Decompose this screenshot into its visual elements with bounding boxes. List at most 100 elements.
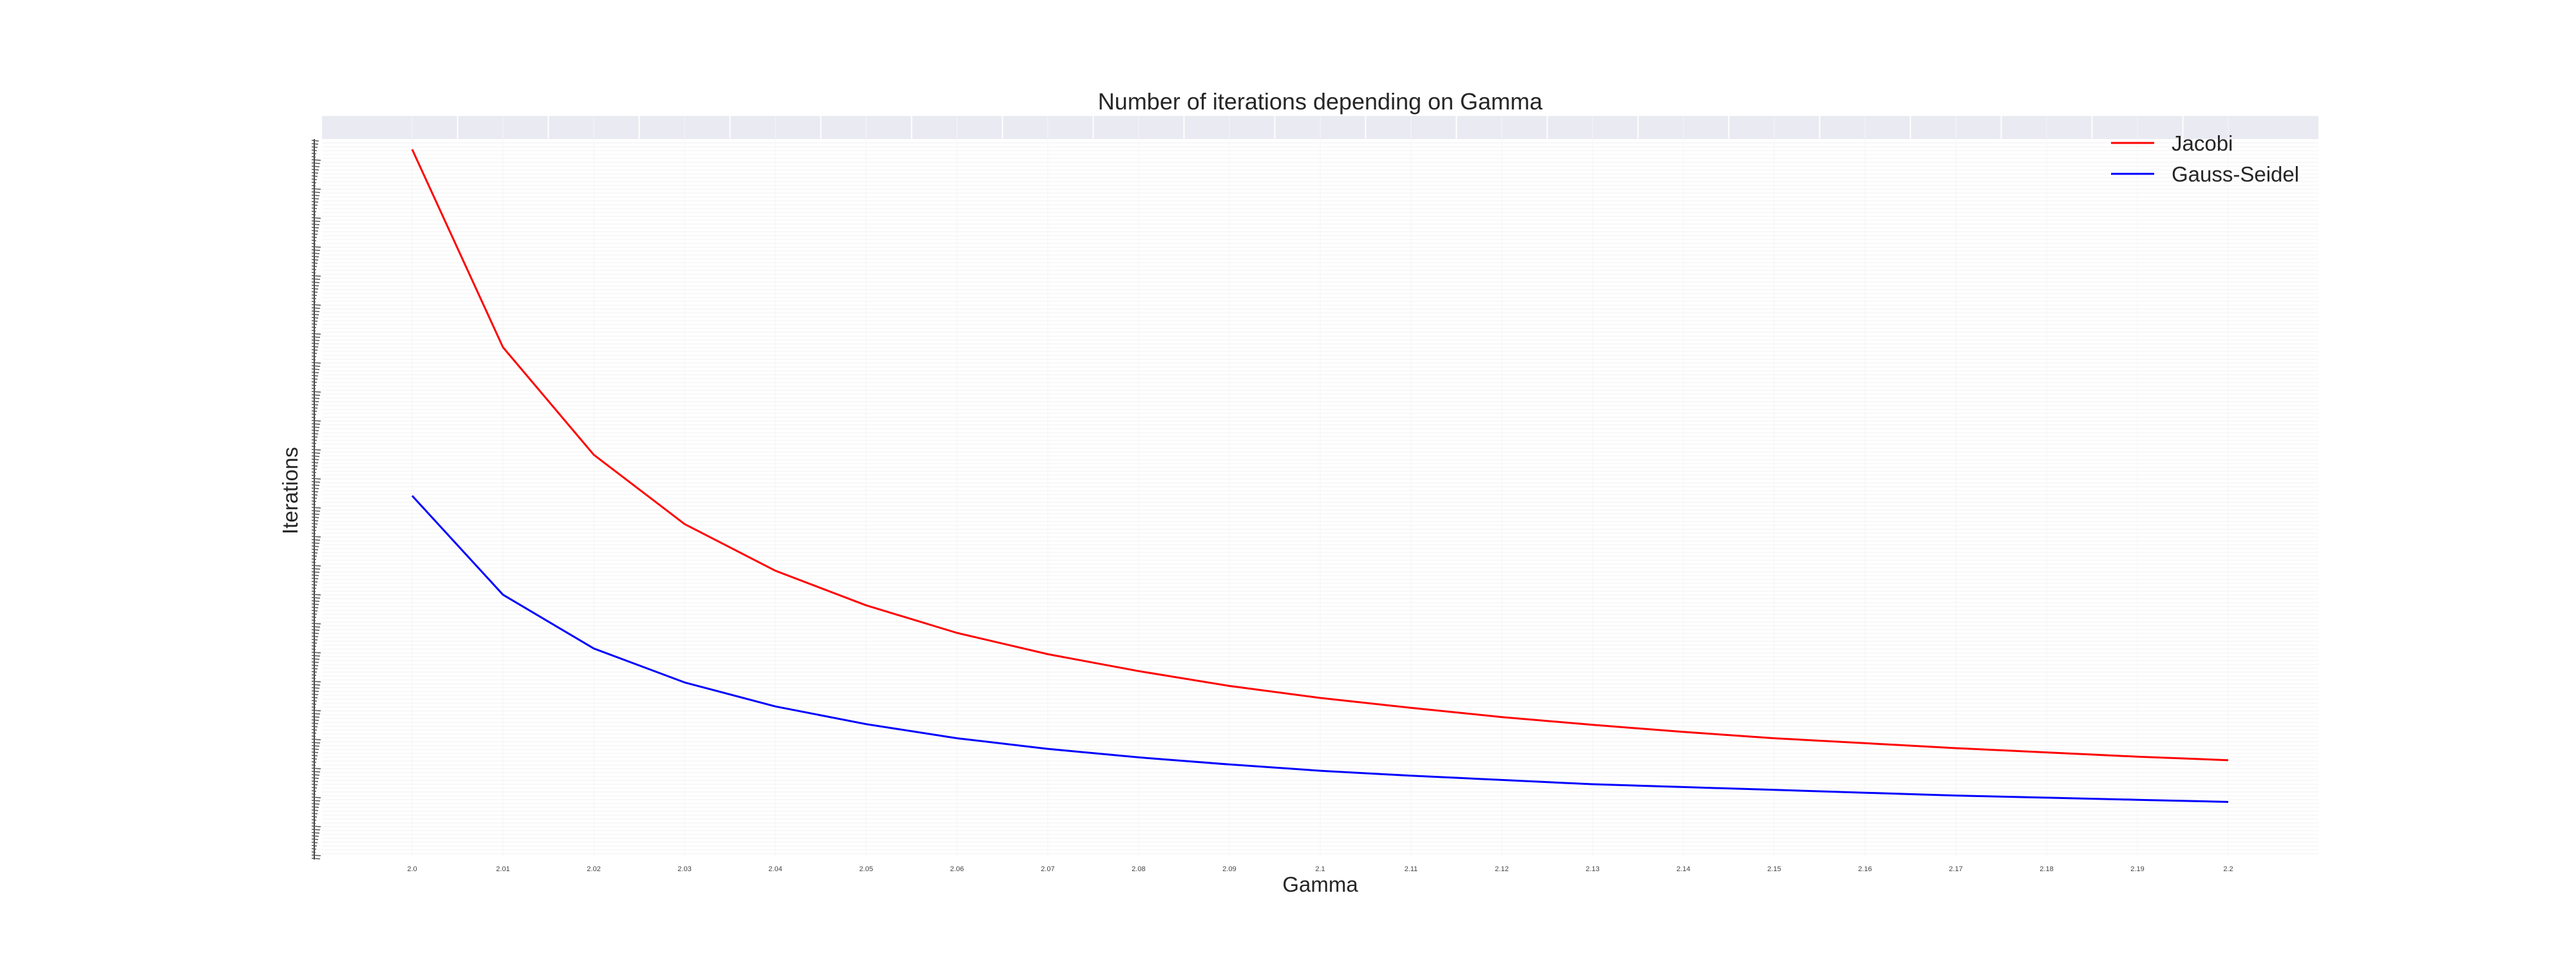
y-axis-tick <box>311 375 319 377</box>
y-axis-tick <box>311 751 319 753</box>
y-axis-tick <box>311 755 318 757</box>
y-axis-tick <box>311 372 319 373</box>
y-axis-tick <box>311 561 316 563</box>
y-axis-tick <box>311 346 319 348</box>
y-axis-tick <box>311 623 321 625</box>
y-axis-tick <box>311 793 316 795</box>
x-tick-label: 2.0 <box>407 865 417 873</box>
y-axis-tick <box>311 207 317 209</box>
y-axis-tick <box>311 449 321 451</box>
y-axis-tick <box>311 825 321 827</box>
y-axis-tick <box>311 194 320 196</box>
chart-title: Number of iterations depending on Gamma <box>1098 88 1543 115</box>
y-axis-tick <box>311 552 318 554</box>
y-axis-tick <box>311 169 319 171</box>
y-axis-tick <box>311 301 316 303</box>
y-axis-tick <box>311 652 321 654</box>
y-axis-tick <box>311 523 318 525</box>
y-axis-tick <box>311 227 319 229</box>
y-axis-tick <box>311 265 317 267</box>
y-axis-tick <box>311 661 319 663</box>
y-axis-tick <box>311 223 320 225</box>
y-axis-tick <box>311 684 321 686</box>
y-axis-tick <box>311 838 319 840</box>
y-axis-tick <box>311 677 316 679</box>
y-axis-tick <box>311 603 319 605</box>
y-axis-tick <box>311 288 319 290</box>
x-tick-label: 2.16 <box>1858 865 1871 873</box>
y-axis-tick <box>311 632 319 634</box>
y-axis-tick <box>311 240 317 241</box>
y-axis-tick <box>311 165 320 167</box>
x-tick-label: 2.06 <box>950 865 963 873</box>
y-axis-tick <box>311 429 319 431</box>
y-axis-tick <box>311 191 321 193</box>
y-axis-tick <box>311 758 317 760</box>
y-axis-tick <box>311 236 317 238</box>
y-axis-tick <box>311 648 316 650</box>
y-axis-tick <box>311 475 316 476</box>
y-axis-tick <box>311 607 319 608</box>
y-axis-tick <box>311 442 317 444</box>
x-tick-label: 2.11 <box>1405 865 1418 873</box>
y-axis-tick <box>311 297 317 299</box>
y-axis-tick <box>311 735 316 737</box>
x-tick-label: 2.17 <box>1949 865 1962 873</box>
y-axis-tick <box>311 391 321 393</box>
y-axis-tick <box>311 706 316 708</box>
y-axis-tick <box>311 317 319 319</box>
y-axis-tick <box>311 359 316 361</box>
y-axis-tick <box>311 281 320 283</box>
y-axis-tick <box>311 590 316 592</box>
y-axis-tick <box>311 355 317 357</box>
y-axis-tick <box>311 471 317 473</box>
y-axis-tick <box>311 368 320 370</box>
y-axis-tick <box>311 330 316 332</box>
y-axis-tick <box>311 310 320 312</box>
y-axis-tick <box>311 388 316 390</box>
y-axis-tick <box>311 520 319 522</box>
y-axis-tick <box>311 156 316 158</box>
y-axis-tick <box>311 516 319 518</box>
y-axis-tick <box>311 800 321 802</box>
legend-label-gauss-seidel: Gauss-Seidel <box>2172 162 2299 186</box>
x-tick-label: 2.09 <box>1222 865 1236 873</box>
y-axis-tick <box>311 178 317 180</box>
y-axis-tick <box>311 668 318 670</box>
x-tick-label: 2.2 <box>2223 865 2233 873</box>
y-axis-tick <box>311 693 319 695</box>
y-axis-tick <box>311 549 319 550</box>
y-axis-tick <box>311 664 319 666</box>
y-axis-tick <box>311 655 321 657</box>
y-axis-tick <box>311 252 320 254</box>
x-tick-label: 2.1 <box>1315 865 1325 873</box>
y-axis-tick <box>311 726 318 728</box>
y-axis-tick <box>311 487 319 489</box>
y-axis-tick <box>311 767 321 769</box>
y-axis-tick <box>311 854 321 856</box>
y-axis-tick <box>311 771 321 773</box>
x-tick-label: 2.18 <box>2040 865 2053 873</box>
series-line-gauss-seidel <box>411 494 2229 803</box>
x-tick-label: 2.12 <box>1495 865 1508 873</box>
y-axis-tick <box>311 256 319 258</box>
x-tick-label: 2.08 <box>1132 865 1145 873</box>
x-tick-label: 2.03 <box>677 865 691 873</box>
y-axis-tick <box>311 211 317 212</box>
y-axis-tick <box>311 343 319 344</box>
y-axis-tick <box>311 574 319 576</box>
y-axis-tick <box>311 545 319 547</box>
y-axis-tick <box>311 845 317 847</box>
x-tick-label: 2.14 <box>1676 865 1690 873</box>
y-axis-tick <box>311 809 319 811</box>
y-axis-tick <box>311 529 317 531</box>
y-axis-tick <box>311 619 316 621</box>
x-tick-label: 2.02 <box>587 865 600 873</box>
y-axis-tick <box>311 491 319 493</box>
x-tick-label: 2.04 <box>768 865 782 873</box>
y-axis-tick <box>311 681 321 682</box>
y-axis-tick <box>311 323 317 325</box>
y-axis-tick <box>311 565 321 567</box>
series-line-jacobi <box>411 149 2229 762</box>
